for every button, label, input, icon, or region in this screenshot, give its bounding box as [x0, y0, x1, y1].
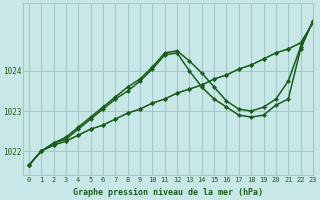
X-axis label: Graphe pression niveau de la mer (hPa): Graphe pression niveau de la mer (hPa): [73, 188, 263, 197]
